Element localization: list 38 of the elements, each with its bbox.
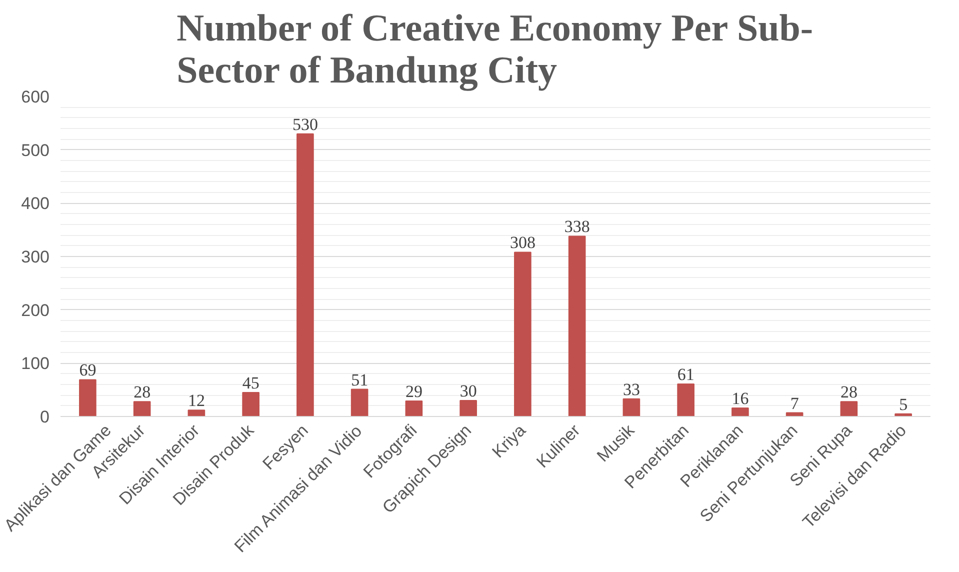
bar xyxy=(568,236,586,416)
data-label: 7 xyxy=(790,394,800,413)
bar xyxy=(188,410,206,416)
y-tick-label: 100 xyxy=(21,354,50,374)
data-label: 28 xyxy=(134,382,151,402)
bar xyxy=(622,398,640,416)
y-tick-label: 400 xyxy=(21,194,50,214)
data-label: 338 xyxy=(564,217,590,236)
y-tick-label: 0 xyxy=(40,408,50,426)
bar xyxy=(242,392,260,416)
data-label: 28 xyxy=(840,382,858,402)
bar xyxy=(677,383,694,416)
bar xyxy=(79,379,96,416)
data-label: 30 xyxy=(460,382,477,400)
bar xyxy=(350,388,368,416)
bar xyxy=(133,401,151,416)
y-tick-label: 500 xyxy=(21,140,50,160)
data-label: 12 xyxy=(188,391,205,410)
bar xyxy=(405,400,423,416)
bar xyxy=(296,133,314,416)
data-label: 61 xyxy=(677,364,694,384)
data-label: 51 xyxy=(351,370,368,390)
data-label: 16 xyxy=(732,388,749,408)
data-label: 530 xyxy=(292,114,318,134)
y-tick-label: 300 xyxy=(21,248,50,266)
data-label: 5 xyxy=(899,394,908,414)
data-label: 29 xyxy=(405,382,422,402)
bar xyxy=(840,401,858,416)
data-label: 33 xyxy=(622,380,640,399)
chart-title: Number of Creative Economy Per Sub-Sector of Bandung City xyxy=(176,8,814,92)
data-label: 45 xyxy=(242,374,260,392)
bar xyxy=(732,407,749,416)
data-label: 308 xyxy=(510,233,536,252)
bar xyxy=(460,400,477,416)
data-label: 69 xyxy=(79,360,96,380)
bar xyxy=(514,252,532,416)
y-tick-label: 600 xyxy=(21,88,50,106)
y-tick-label: 200 xyxy=(21,300,50,320)
